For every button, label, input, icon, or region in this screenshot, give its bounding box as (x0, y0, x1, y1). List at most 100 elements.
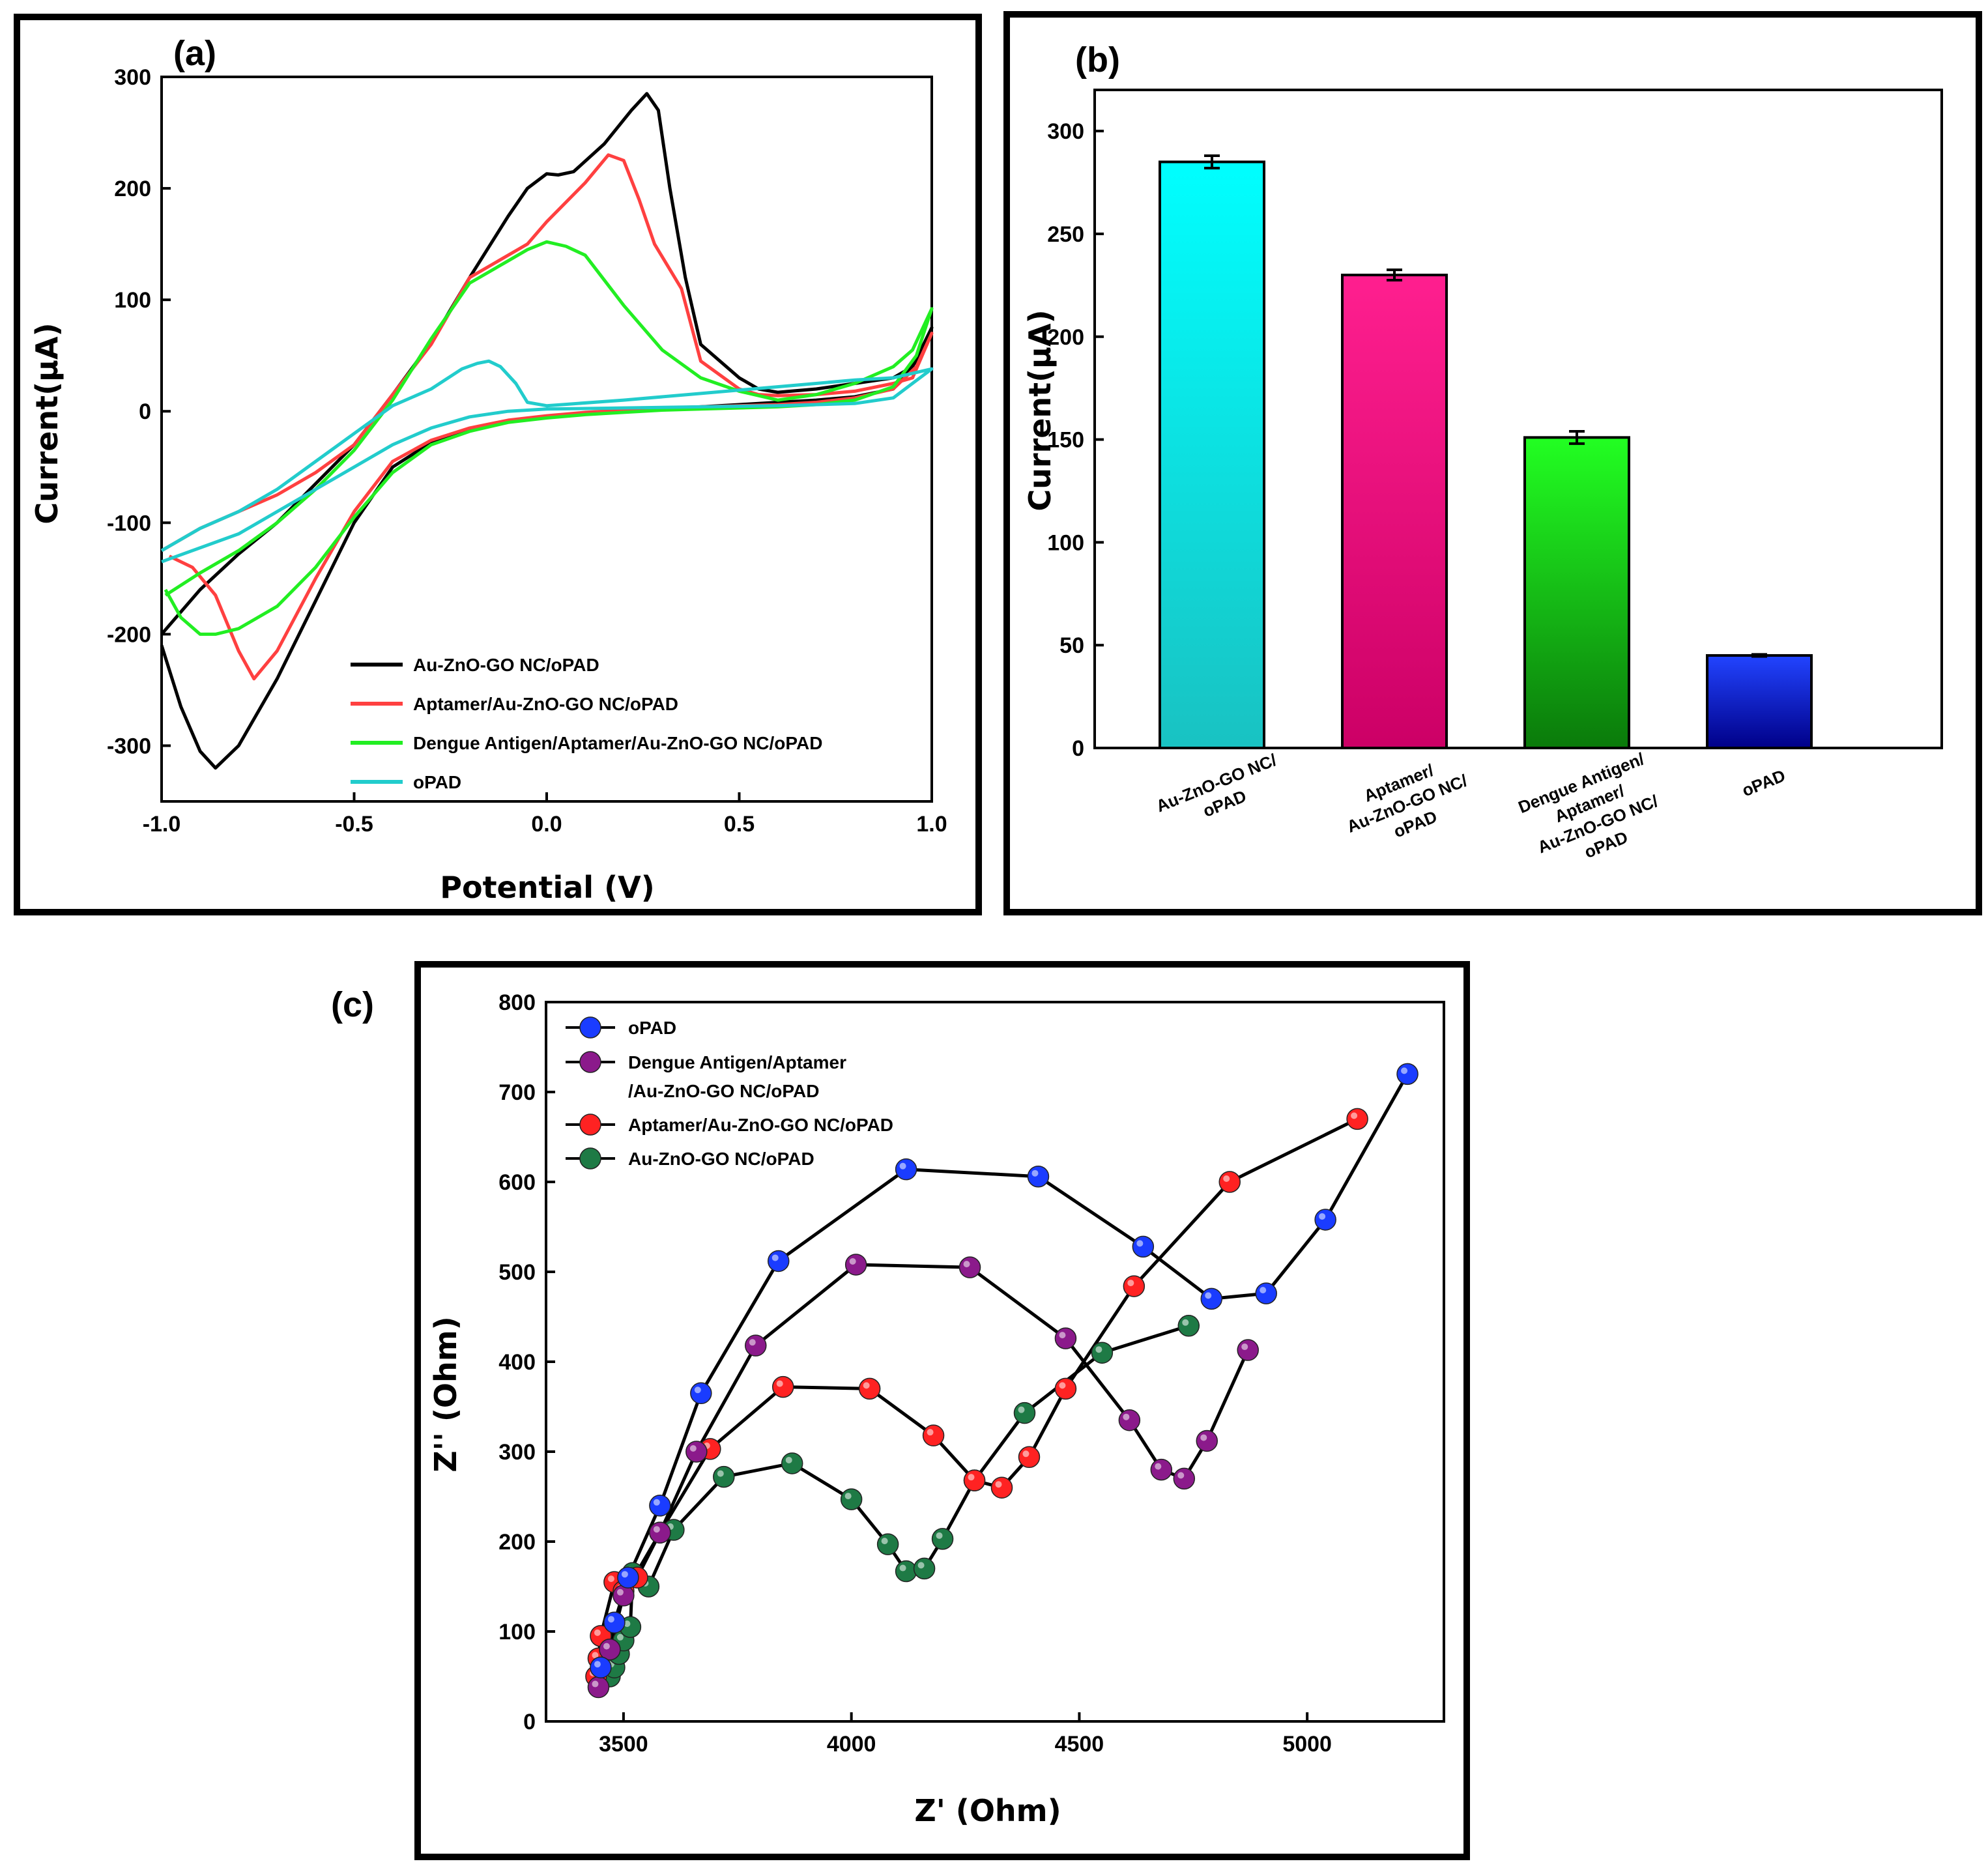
chart-c-point-highlight (1095, 1346, 1102, 1353)
panel-a-frame (14, 14, 982, 915)
chart-b-category-label: Dengue Antigen/Aptamer/Au-ZnO-GO NC/oPAD (1516, 749, 1672, 878)
chart-c-point-highlight (603, 1643, 610, 1650)
chart-c-point-highlight (1059, 1332, 1066, 1339)
chart-a-ylabel: Current(μA) (29, 323, 65, 524)
chart-c-point-highlight (749, 1339, 756, 1346)
chart-c-point-3 (840, 1488, 863, 1510)
chart-b-bar-0 (1159, 160, 1265, 749)
chart-c-point-highlight (863, 1382, 870, 1389)
chart-c-point-1 (1054, 1327, 1077, 1349)
chart-c-point-highlight (594, 1629, 601, 1636)
chart-c-point-highlight (1123, 1413, 1130, 1420)
chart-c-point-0 (1200, 1287, 1223, 1310)
chart-c-point-highlight (936, 1532, 943, 1539)
chart-c-ytick-label: 400 (498, 1350, 536, 1375)
chart-c-point-highlight (1223, 1175, 1230, 1182)
chart-b-ytick-label: 0 (1072, 736, 1084, 761)
chart-a-ytick-label: 100 (114, 288, 151, 313)
chart-a-xtick-label: -0.5 (335, 812, 373, 837)
chart-c-point-2 (922, 1424, 945, 1446)
chart-c-point-highlight (881, 1538, 888, 1545)
chart-c-ytick-label: 800 (498, 990, 536, 1015)
chart-c-point-2 (990, 1476, 1013, 1499)
chart-c-ytick-label: 700 (498, 1080, 536, 1105)
chart-c-point-highlight (1059, 1382, 1066, 1389)
chart-c-point-highlight (1022, 1450, 1030, 1458)
chart-c-point-highlight (927, 1429, 934, 1436)
chart-c-point-highlight (592, 1652, 599, 1659)
chart-a-xtick-label: -1.0 (143, 812, 181, 837)
chart-c-point-highlight (1401, 1067, 1408, 1074)
chart-a-legend-label: Dengue Antigen/Aptamer/Au-ZnO-GO NC/oPAD (413, 733, 822, 753)
chart-c-point-1 (1173, 1467, 1196, 1490)
panel-b-label: (b) (1075, 40, 1120, 79)
chart-c-point-1 (1118, 1409, 1141, 1431)
chart-c-legend-label: Aptamer/Au-ZnO-GO NC/oPAD (628, 1115, 893, 1135)
chart-a: -300 -200 -100 0 100 200 300 -1.0 -0.5 0.0 0.5 1.0 A… (107, 65, 947, 837)
chart-c-legend-marker (579, 1114, 601, 1136)
chart-a-xtick-label: 0.0 (531, 812, 562, 837)
chart-c-point-highlight (1127, 1280, 1134, 1287)
panel-c-label: (c) (331, 985, 374, 1024)
chart-a-legend-label: Au-ZnO-GO NC/oPAD (413, 655, 599, 675)
chart-c-legend-label: oPAD (628, 1018, 676, 1038)
chart-c-point-highlight (592, 1680, 599, 1688)
chart-b-ytick-label: 200 (1047, 325, 1084, 350)
chart-c-point-2 (858, 1377, 881, 1400)
chart-c-point-0 (690, 1382, 712, 1405)
chart-c-point-1 (685, 1441, 708, 1463)
chart-a-series-line-1 (160, 153, 934, 681)
chart-c-point-1 (958, 1256, 981, 1278)
chart-a-xlabel: Potential (V) (440, 870, 654, 905)
chart-a-ytick-label: -300 (107, 734, 151, 758)
chart-c-legend-marker (579, 1147, 601, 1170)
chart-c-point-1 (612, 1585, 635, 1607)
chart-c-series-line-1 (597, 1263, 1250, 1688)
chart-c-legend-marker (579, 1051, 601, 1073)
panel-c-frame (414, 961, 1470, 1860)
chart-c-ylabel: Z'' (Ohm) (428, 1316, 463, 1472)
chart-c-legend-marker (579, 1016, 601, 1039)
chart-c-point-1 (587, 1676, 610, 1699)
chart-a-xtick-label: 1.0 (916, 812, 947, 837)
chart-c-plot-frame (545, 1001, 1445, 1723)
chart-c-point-2 (771, 1375, 794, 1398)
chart-c-point-3 (895, 1560, 917, 1583)
chart-c-point-3 (913, 1557, 936, 1580)
chart-a-series-line-2 (164, 240, 934, 636)
chart-c-ytick-label: 100 (498, 1620, 536, 1645)
chart-c-point-2 (963, 1469, 986, 1491)
chart-c-point-highlight (1351, 1112, 1358, 1119)
chart-c-point-highlight (621, 1571, 628, 1578)
chart-b-ylabel: Current(μA) (1022, 309, 1058, 511)
chart-c-xtick-label: 4000 (827, 1732, 876, 1757)
chart-c-legend-line-text: Aptamer/Au-ZnO-GO NC/oPAD (628, 1115, 893, 1135)
chart-c-point-highlight (607, 1616, 614, 1623)
chart-a-xtick-label: 0.5 (724, 812, 755, 837)
chart-c-point-1 (1150, 1458, 1173, 1481)
chart-c-point-0 (1314, 1209, 1336, 1231)
chart-c-point-highlight (1241, 1344, 1248, 1351)
chart-c-point-highlight (594, 1661, 601, 1668)
chart-c-point-highlight (624, 1620, 631, 1628)
chart-c-legend-line-text: Au-ZnO-GO NC/oPAD (628, 1149, 814, 1169)
chart-c-point-3 (876, 1533, 899, 1555)
panel-a-label: (a) (173, 34, 216, 73)
chart-c-point-highlight (899, 1162, 906, 1170)
chart-c-legend-line-text: oPAD (628, 1018, 676, 1038)
chart-c-point-highlight (1319, 1213, 1326, 1220)
chart-a-series-line-0 (160, 92, 934, 770)
chart-c-point-0 (1132, 1235, 1155, 1258)
chart-c-point-1 (649, 1521, 671, 1544)
chart-c-point-1 (844, 1254, 867, 1276)
chart-c-ytick-label: 500 (498, 1260, 536, 1285)
chart-c-ytick-label: 300 (498, 1440, 536, 1465)
chart-b-ytick-label: 150 (1047, 428, 1084, 453)
chart-c-point-highlight (1031, 1170, 1039, 1177)
chart-b-plot-frame (1093, 89, 1943, 749)
chart-b-ytick-label: 250 (1047, 222, 1084, 247)
chart-c-point-0 (590, 1656, 612, 1678)
chart-c-point-highlight (653, 1526, 660, 1533)
chart-c-point-0 (895, 1158, 917, 1181)
chart-c-legend-label: Dengue Antigen/Aptamer/Au-ZnO-GO NC/oPAD (628, 1052, 846, 1101)
